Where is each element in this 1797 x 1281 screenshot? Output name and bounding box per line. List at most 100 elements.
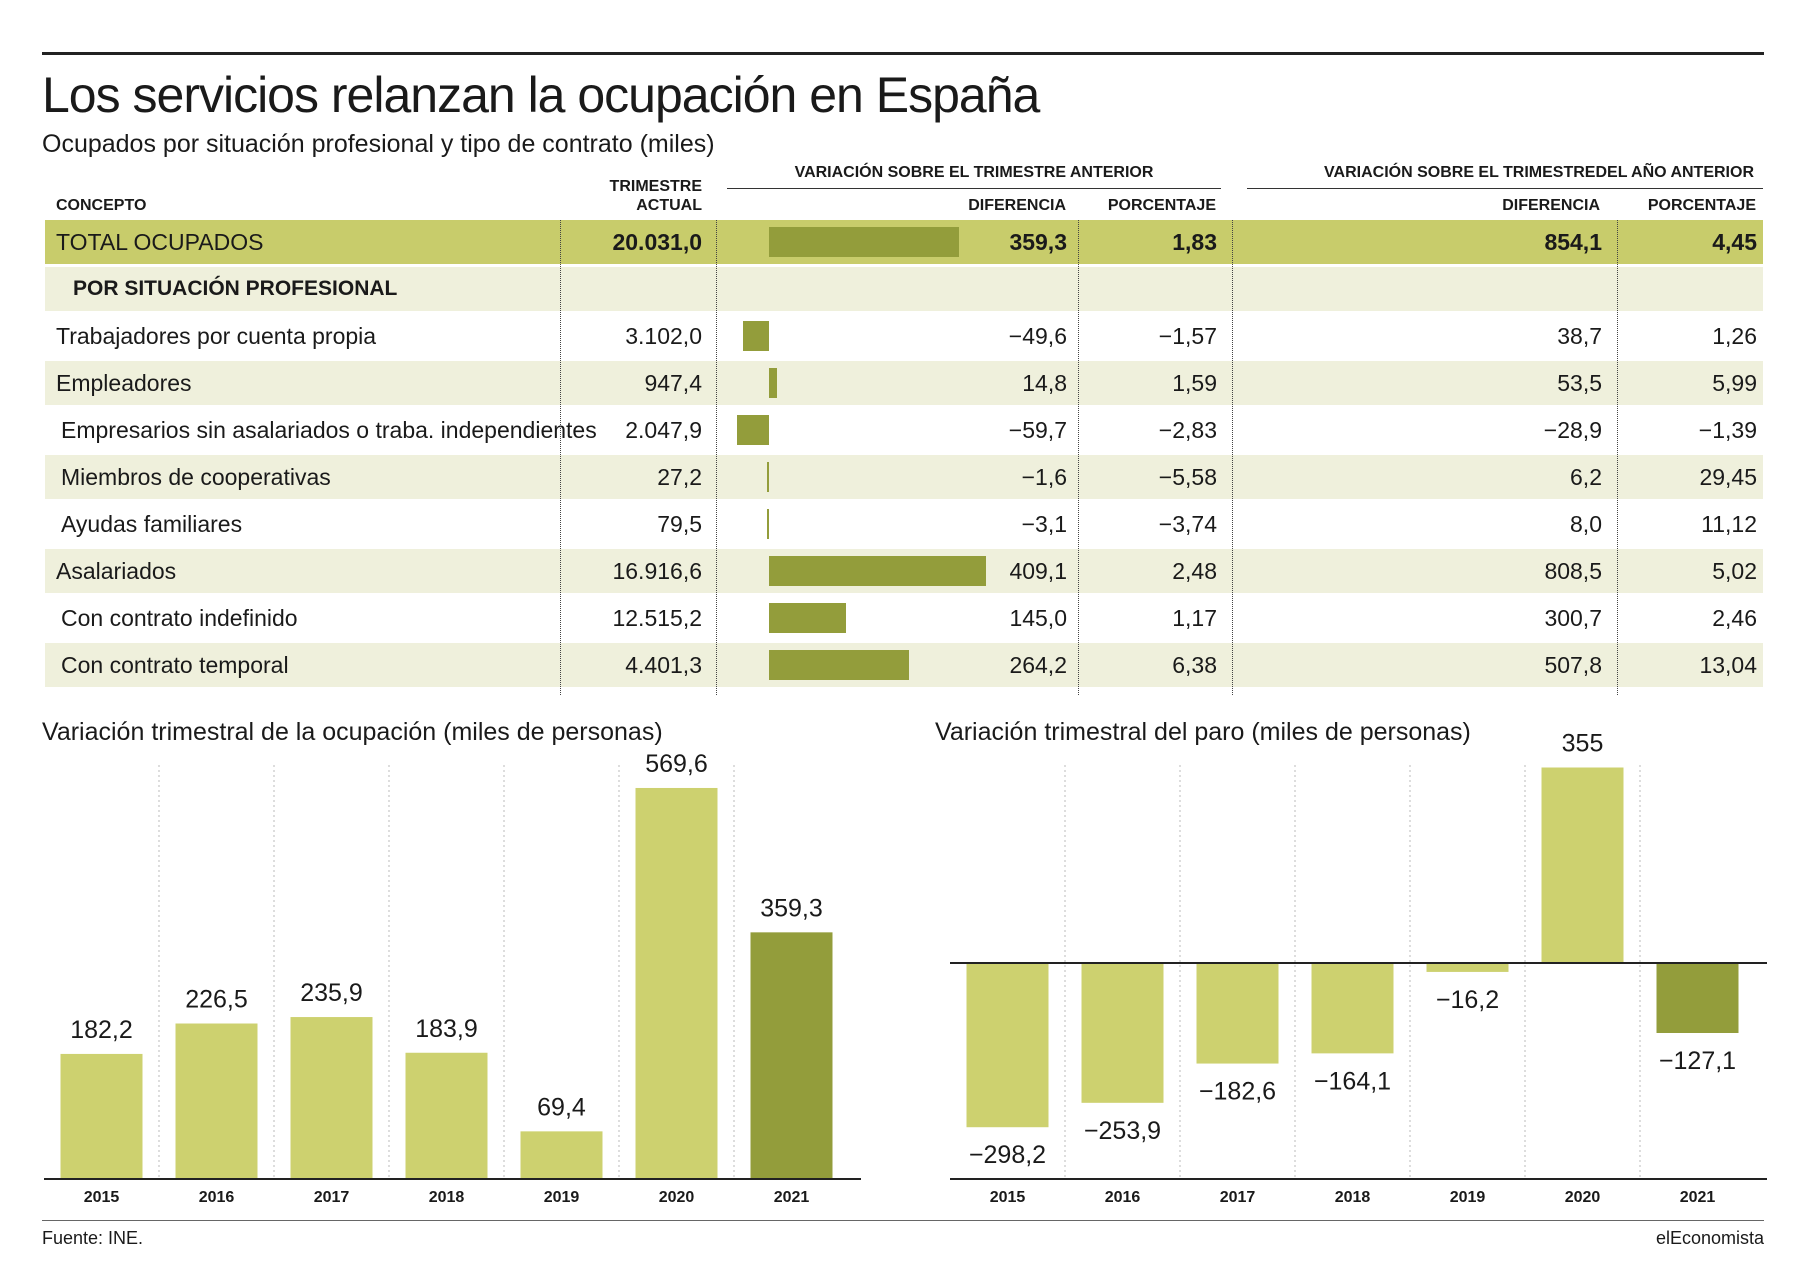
bar-2016 xyxy=(1081,963,1164,1103)
col-separator xyxy=(716,220,717,695)
row-diferencia: 264,2 xyxy=(1009,652,1067,678)
chart-title-ocupacion: Variación trimestral de la ocupación (mi… xyxy=(42,718,663,746)
row-actual: 3.102,0 xyxy=(625,323,702,349)
bar-2019 xyxy=(520,1131,603,1179)
data-label: 569,6 xyxy=(645,750,708,778)
x-tick-label: 2015 xyxy=(990,1189,1026,1206)
header-porcentaje-anual: PORCENTAJE xyxy=(1647,197,1756,214)
brand-logo: elEconomista xyxy=(1655,1228,1764,1248)
col-separator xyxy=(1078,220,1079,695)
group-header-year: VARIACIÓN SOBRE EL TRIMESTREDEL AÑO ANTE… xyxy=(1324,164,1754,181)
row-actual: 79,5 xyxy=(657,511,702,537)
table-bar-total xyxy=(769,227,960,257)
row-porcentaje: −5,58 xyxy=(1158,464,1217,490)
table-row: Empleadores 947,4 14,8 1,59 53,5 5,99 xyxy=(45,361,1763,405)
bar-2021 xyxy=(1656,963,1739,1033)
group-header-quarter: VARIACIÓN SOBRE EL TRIMESTRE ANTERIOR xyxy=(794,164,1154,181)
table-bar xyxy=(769,650,910,680)
data-label: −253,9 xyxy=(1084,1117,1161,1145)
data-label: 359,3 xyxy=(760,894,823,922)
table-bar xyxy=(767,462,769,492)
table-bar xyxy=(769,368,777,398)
row-porcentaje-anual: 5,02 xyxy=(1712,558,1757,584)
header-porcentaje: PORCENTAJE xyxy=(1107,197,1216,214)
row-porcentaje: 6,38 xyxy=(1172,652,1217,678)
row-diferencia: −1,6 xyxy=(1021,464,1067,490)
row-actual: 4.401,3 xyxy=(625,652,702,678)
row-concepto: Asalariados xyxy=(56,558,177,584)
top-rule xyxy=(42,52,1764,55)
row-actual: 12.515,2 xyxy=(612,605,702,631)
x-tick-label: 2021 xyxy=(1680,1189,1716,1206)
row-diferencia-anual: 300,7 xyxy=(1544,605,1602,631)
bar-2017 xyxy=(290,1017,373,1179)
col-separator xyxy=(1232,220,1233,695)
header-diferencia-anual: DIFERENCIA xyxy=(1502,197,1600,214)
row-diferencia: 409,1 xyxy=(1009,558,1067,584)
x-tick-label: 2015 xyxy=(84,1189,120,1206)
table-section-row: POR SITUACIÓN PROFESIONAL xyxy=(45,267,1763,311)
header-diferencia: DIFERENCIA xyxy=(968,197,1066,214)
x-tick-label: 2016 xyxy=(199,1189,235,1206)
row-porcentaje-anual: 29,45 xyxy=(1699,464,1757,490)
bar-2019 xyxy=(1426,963,1509,972)
data-label: −164,1 xyxy=(1314,1067,1391,1095)
x-tick-label: 2021 xyxy=(774,1189,810,1206)
data-label: 226,5 xyxy=(185,986,248,1014)
table-row: Ayudas familiares 79,5 −3,1 −3,74 8,0 11,12 xyxy=(45,502,1763,546)
header-concepto: CONCEPTO xyxy=(56,197,147,214)
row-diferencia: −59,7 xyxy=(1008,417,1067,443)
table-bar xyxy=(737,415,769,445)
chart-ocupacion: 182,2 2015 226,5 2016 235,9 2017 183,9 2018 69,4… xyxy=(44,750,861,1206)
page-subtitle: Ocupados por situación profesional y tip… xyxy=(42,130,715,158)
x-tick-label: 2016 xyxy=(1105,1189,1141,1206)
row-diferencia-anual: 854,1 xyxy=(1544,229,1602,255)
header-trimestre-1: TRIMESTRE xyxy=(609,178,702,195)
x-tick-label: 2020 xyxy=(1565,1189,1601,1206)
row-porcentaje: 1,59 xyxy=(1172,370,1217,396)
row-diferencia-anual: 507,8 xyxy=(1544,652,1602,678)
bar-2015 xyxy=(966,963,1049,1128)
row-actual: 947,4 xyxy=(644,370,702,396)
table-row: Trabajadores por cuenta propia 3.102,0 −49… xyxy=(45,314,1763,358)
data-label: −182,6 xyxy=(1199,1078,1276,1106)
row-diferencia: 359,3 xyxy=(1009,229,1067,255)
table-bar xyxy=(767,509,769,539)
page-title: Los servicios relanzan la ocupación en E… xyxy=(42,67,1040,123)
bar-2018 xyxy=(405,1052,488,1179)
row-porcentaje: 1,83 xyxy=(1172,229,1217,255)
row-porcentaje: −2,83 xyxy=(1158,417,1217,443)
row-concepto: Empresarios sin asalariados o traba. ind… xyxy=(61,417,597,443)
data-label: −127,1 xyxy=(1659,1047,1736,1075)
chart-title-paro: Variación trimestral del paro (miles de … xyxy=(935,718,1471,746)
x-tick-label: 2017 xyxy=(314,1189,350,1206)
footer-rule xyxy=(42,1220,1764,1221)
source-note: Fuente: INE. xyxy=(42,1228,144,1248)
row-porcentaje: −1,57 xyxy=(1158,323,1217,349)
data-label: 183,9 xyxy=(415,1015,478,1043)
table-row: Miembros de cooperativas 27,2 −1,6 −5,58 6,2… xyxy=(45,455,1763,499)
bar-2018 xyxy=(1311,963,1394,1054)
row-porcentaje-anual: −1,39 xyxy=(1698,417,1757,443)
row-diferencia-anual: −28,9 xyxy=(1543,417,1602,443)
bar-2020 xyxy=(635,787,718,1179)
chart-paro: −298,2 2015 −253,9 2016 −182,6 2017 −164,1 2018… xyxy=(950,730,1767,1206)
col-separator xyxy=(1617,220,1618,695)
row-actual: 20.031,0 xyxy=(612,229,702,255)
row-porcentaje-anual: 1,26 xyxy=(1712,323,1757,349)
row-diferencia: −3,1 xyxy=(1021,511,1067,537)
table-row: Empresarios sin asalariados o traba. ind… xyxy=(45,408,1763,452)
bar-2016 xyxy=(175,1023,258,1179)
x-tick-label: 2019 xyxy=(544,1189,580,1206)
header-trimestre-2: ACTUAL xyxy=(636,197,702,214)
row-diferencia-anual: 53,5 xyxy=(1557,370,1602,396)
bar-2020 xyxy=(1541,767,1624,963)
data-label: 69,4 xyxy=(537,1093,586,1121)
table-row: Con contrato indefinido 12.515,2 145,0 1,17… xyxy=(45,596,1763,640)
data-label: 182,2 xyxy=(70,1016,133,1044)
row-concepto: Trabajadores por cuenta propia xyxy=(56,323,377,349)
row-diferencia: 14,8 xyxy=(1022,370,1067,396)
row-diferencia-anual: 6,2 xyxy=(1570,464,1602,490)
row-porcentaje-anual: 13,04 xyxy=(1699,652,1757,678)
